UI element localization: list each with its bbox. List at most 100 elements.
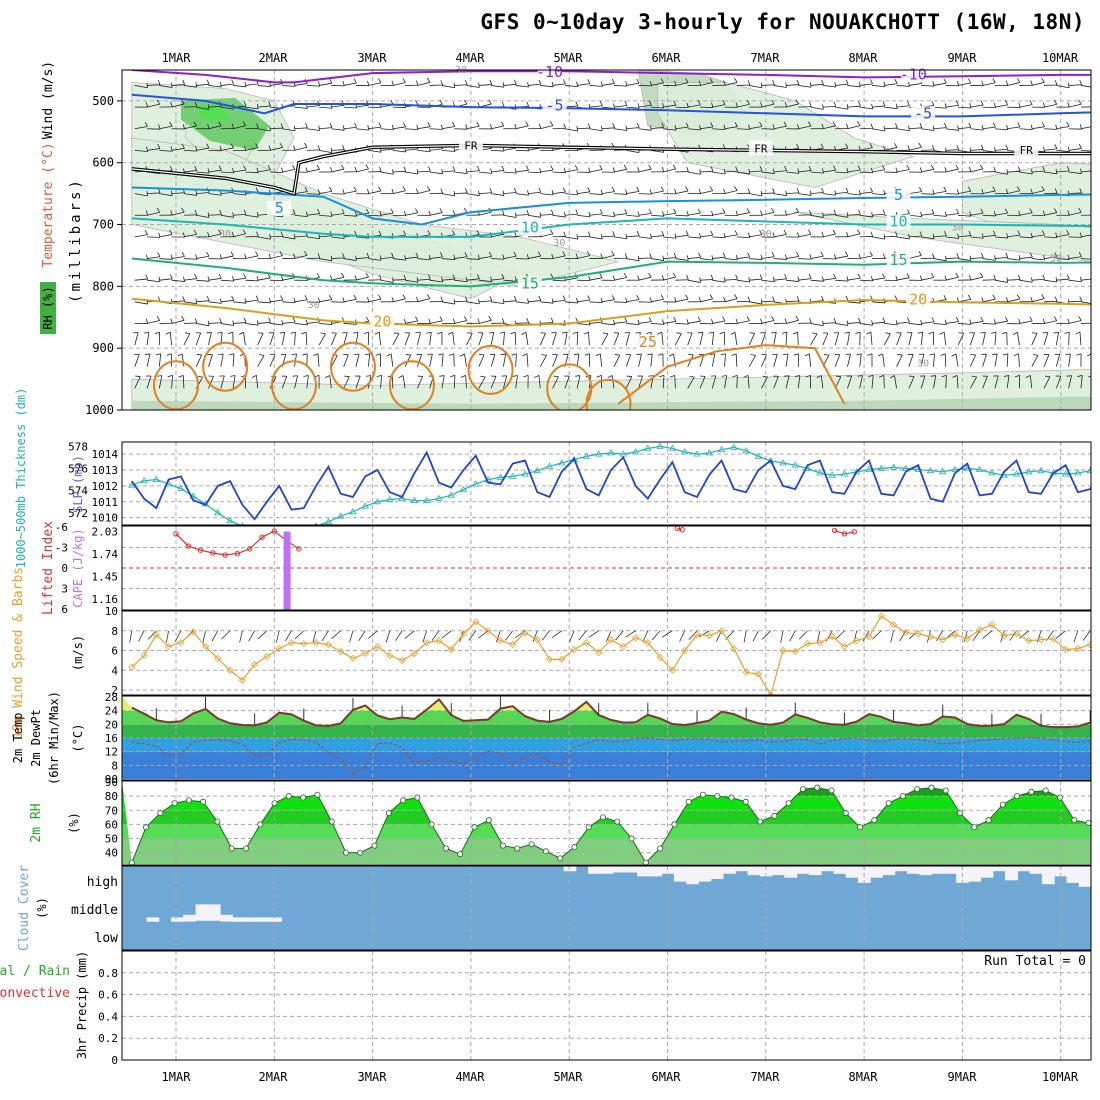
wind-barb: [1007, 274, 1021, 281]
wind-barb: [601, 295, 615, 303]
wind-barb-flag: [1042, 274, 1046, 280]
wind-barb-staff: [969, 376, 977, 389]
wind-barb-flag: [502, 82, 505, 88]
wind-barb: [982, 255, 996, 261]
wind-barb-staff: [134, 193, 148, 197]
wind-barb: [810, 276, 824, 282]
wind-barb-staff: [134, 149, 148, 152]
wind-barb-flag: [612, 231, 616, 237]
wind-barb-staff: [552, 191, 566, 195]
wind-barb-staff: [847, 277, 861, 281]
wind-barb-flag: [832, 121, 836, 127]
wind-barb: [147, 276, 161, 283]
wind-barb-staff: [1055, 332, 1059, 346]
isotherm-label: 10: [889, 213, 907, 231]
wind-barb-staff: [847, 354, 851, 367]
wind-barb: [522, 353, 529, 367]
wind-barb-flag: [227, 331, 233, 335]
wind-barb: [380, 296, 394, 303]
wind-barb-flag: [367, 80, 370, 86]
wind-barb: [626, 103, 640, 109]
wind-barb: [982, 230, 996, 238]
wind-barb-flag: [1080, 168, 1082, 174]
wind-barb-staff: [392, 149, 406, 153]
wind-barb-flag: [969, 255, 972, 261]
wind-barb-staff: [147, 192, 161, 195]
wind-barb: [613, 272, 628, 281]
wind-barb-staff: [478, 300, 492, 303]
wind-barb: [981, 353, 987, 367]
cloud-high-clear: [796, 866, 810, 874]
wind-barb: [781, 331, 788, 346]
wind-barb-flag: [403, 274, 407, 280]
isotherm-label: 5: [894, 186, 903, 204]
wind-barb-flag: [686, 255, 689, 261]
wind10m-barb: [404, 630, 415, 639]
wind10m-marker: [1012, 630, 1021, 638]
wind-barb: [269, 123, 284, 130]
wind-barb: [699, 78, 713, 86]
wind-barb-staff: [294, 83, 308, 86]
wind-barb-flag: [258, 332, 264, 334]
wind-barb: [761, 207, 775, 216]
wind-barb-flag: [709, 353, 715, 356]
wind-barb-flag: [256, 123, 259, 129]
wind-barb-flag: [279, 142, 283, 148]
rh2m-marker: [314, 791, 321, 798]
wind10m-barb: [798, 630, 808, 640]
wind-barb-flag: [668, 353, 674, 357]
wind-barb-staff: [269, 127, 283, 130]
wind-barb-flag: [750, 354, 756, 356]
wind-barb-flag: [135, 375, 141, 377]
wind-barb: [589, 253, 603, 259]
wind-barb: [982, 78, 996, 86]
wind-barb-flag: [452, 210, 456, 216]
wind-barb-staff: [319, 214, 333, 217]
wind-barb-flag: [550, 165, 554, 171]
li-marker: [296, 546, 302, 552]
wind-barb: [491, 298, 505, 305]
wind-barb-staff: [503, 214, 517, 218]
wind-barb: [785, 168, 800, 174]
wind-barb-flag: [313, 353, 319, 357]
wind-barb: [1042, 332, 1049, 346]
wind-barb: [626, 211, 640, 217]
thickness-marker: [889, 463, 898, 470]
wind-barb: [650, 166, 665, 173]
wind-barb-flag: [1066, 274, 1070, 280]
wind-barb-staff: [712, 279, 726, 283]
wind-barb-flag: [955, 164, 959, 170]
thickness-marker: [361, 502, 369, 509]
wind-barb: [355, 272, 369, 281]
wind-barb-flag: [463, 207, 468, 213]
wind10m-barb: [284, 630, 292, 642]
wind-barb-flag: [772, 168, 775, 174]
wind-barb-staff: [1068, 103, 1082, 108]
wind-barb: [773, 165, 788, 173]
wind-barb: [552, 123, 566, 130]
wind-barb: [171, 99, 185, 108]
wind-barb: [534, 375, 541, 389]
wind-barb: [306, 145, 321, 151]
wind-barb-staff: [859, 214, 873, 218]
cloud-high-clear: [931, 866, 945, 874]
wind-barb: [515, 317, 530, 324]
wind-barb-flag: [525, 121, 529, 127]
wind-barb-flag: [637, 211, 640, 217]
wind-barb: [1054, 353, 1061, 367]
wind-barb-staff: [306, 213, 320, 216]
wind-barb-staff: [650, 214, 664, 217]
wind-barb-flag: [686, 274, 689, 280]
wind-barb-flag: [267, 273, 271, 279]
wind-barb-flag: [522, 353, 528, 357]
wind-barb: [156, 375, 163, 389]
wind-barb: [368, 255, 382, 261]
wind-barb: [171, 232, 186, 238]
wind-barb: [454, 252, 468, 259]
wind-barb: [699, 294, 713, 303]
wind-barb: [208, 254, 222, 260]
wind-barb-staff: [798, 278, 812, 281]
wind-barb-staff: [281, 376, 288, 389]
wind-barb-staff: [1007, 258, 1021, 261]
